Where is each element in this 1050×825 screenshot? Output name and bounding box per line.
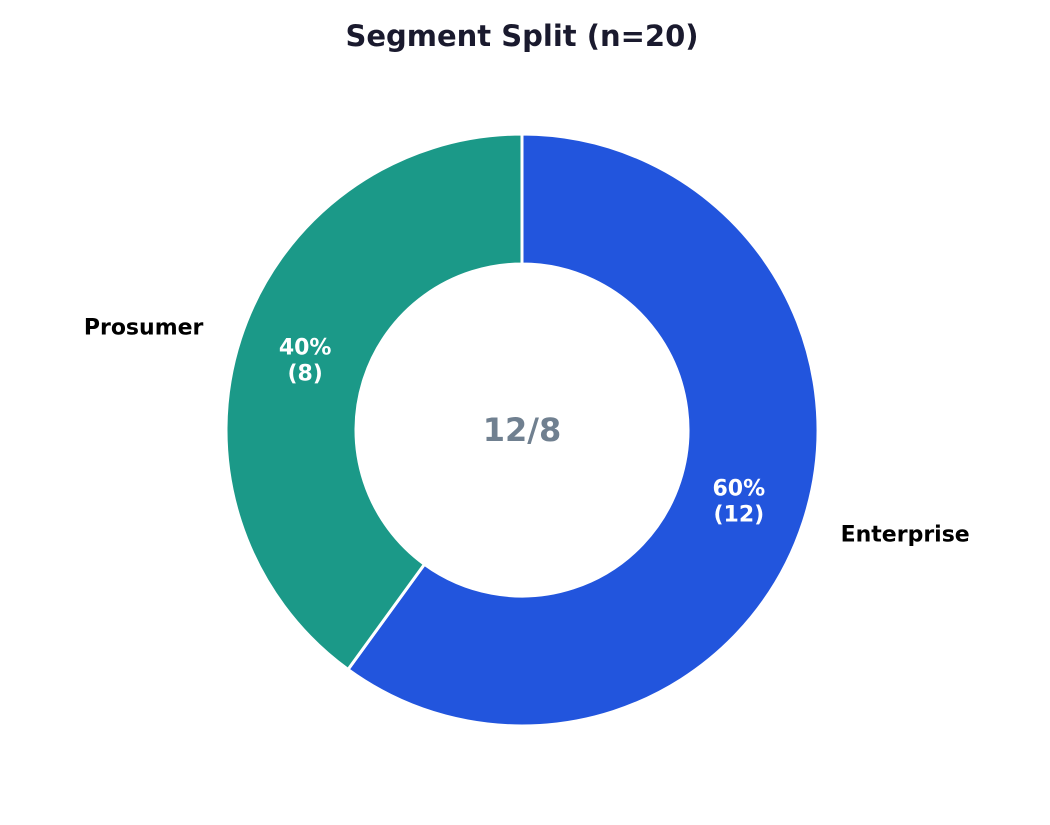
chart-title: Segment Split (n=20) bbox=[345, 19, 698, 53]
slice-name-prosumer: Prosumer bbox=[84, 315, 204, 340]
slices-layer bbox=[224, 132, 820, 728]
slice-name-enterprise: Enterprise bbox=[841, 523, 970, 548]
labels-layer: 60%(12) Enterprise 40%(8) Prosumer bbox=[84, 315, 970, 547]
pct-label-prosumer: 40% bbox=[279, 336, 332, 361]
slice-prosumer bbox=[224, 132, 524, 672]
count-label-enterprise: (12) bbox=[713, 502, 764, 527]
center-label: 12/8 bbox=[483, 411, 561, 449]
count-label-prosumer: (8) bbox=[287, 362, 322, 387]
slice-enterprise bbox=[345, 132, 820, 728]
pct-label-enterprise: 60% bbox=[713, 476, 766, 501]
